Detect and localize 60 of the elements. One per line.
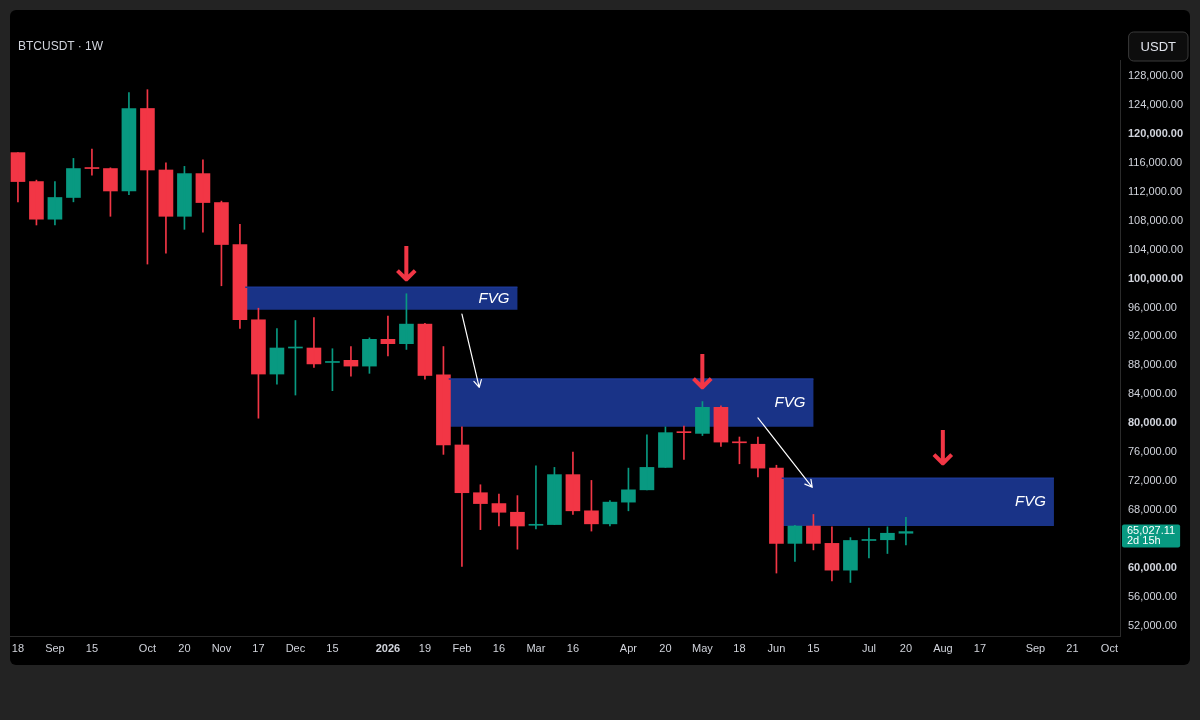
x-tick-label: Oct	[138, 641, 156, 654]
candlestick	[861, 527, 877, 559]
y-tick-label: 84,000.00	[1128, 387, 1177, 400]
y-tick-label: 72,000.00	[1128, 474, 1177, 487]
x-tick-label: 2026	[375, 641, 401, 654]
annotation: ↓	[386, 235, 427, 292]
annotation: ↓	[922, 420, 964, 477]
x-tick-label: 16	[566, 641, 580, 654]
x-tick-label: Jun	[767, 641, 786, 654]
y-tick-label: 60,000.00	[1128, 561, 1177, 574]
x-tick-label: 17	[973, 641, 987, 654]
text: 65,027.11 2d 15h	[1127, 523, 1176, 546]
y-tick-label: 92,000.00	[1128, 329, 1177, 342]
x-tick-label: Feb	[452, 641, 472, 654]
x-tick-label: 20	[899, 641, 913, 654]
x-tick-label: Apr	[619, 641, 638, 654]
x-tick-label: 19	[418, 641, 432, 654]
y-tick-label: 88,000.00	[1128, 358, 1177, 371]
y-tick-label: 120,000.00	[1128, 126, 1184, 139]
x-tick-label: Sep	[45, 641, 65, 654]
y-tick-label: 108,000.00	[1128, 213, 1184, 226]
y-tick-label: 116,000.00	[1128, 155, 1183, 168]
y-tick-label: 80,000.00	[1128, 416, 1177, 429]
x-tick-label: 21	[1066, 641, 1079, 654]
candlestick	[84, 148, 100, 176]
candlestick	[528, 465, 544, 530]
x-tick-label: 18	[733, 641, 746, 654]
x-tick-label: Oct	[1100, 641, 1118, 654]
x-tick-label: 17	[252, 641, 265, 654]
candlestick	[898, 517, 914, 546]
x-tick-label: 15	[85, 641, 99, 654]
x-tick-label: Sep	[1025, 641, 1046, 654]
y-tick-label: 100,000.00	[1128, 271, 1184, 284]
series-label: FVG	[774, 393, 806, 411]
y-tick-label: 128,000.00	[1128, 68, 1184, 81]
x-tick-label: Dec	[285, 641, 306, 654]
x-tick-label: 20	[659, 641, 672, 654]
y-axis-title: USDT	[1140, 39, 1177, 55]
y-tick-label: 76,000.00	[1128, 445, 1177, 458]
y-tick-label: 96,000.00	[1128, 300, 1177, 313]
x-tick-label: 15	[807, 641, 820, 654]
chart-title: BTCUSDT · 1W	[18, 39, 104, 54]
x-tick-label: 15	[326, 641, 339, 654]
y-tick-label: 52,000.00	[1128, 618, 1177, 631]
x-tick-label: Mar	[526, 641, 546, 654]
series-label: FVG	[478, 288, 510, 306]
x-tick-label: Nov	[211, 641, 232, 654]
y-tick-label: 124,000.00	[1128, 97, 1184, 110]
y-tick-label: 112,000.00	[1128, 184, 1183, 197]
series-label: FVG	[1015, 492, 1047, 510]
y-tick-label: 68,000.00	[1128, 503, 1177, 516]
x-tick-label: May	[692, 641, 714, 654]
x-tick-label: 20	[178, 641, 191, 654]
x-tick-label: 16	[492, 641, 506, 654]
y-tick-label: 56,000.00	[1128, 589, 1177, 602]
candlestick	[676, 425, 692, 460]
x-tick-label: 18	[11, 641, 25, 654]
x-tick-label: Jul	[861, 641, 876, 654]
x-tick-label: Aug	[933, 641, 953, 654]
y-tick-label: 104,000.00	[1128, 242, 1184, 255]
